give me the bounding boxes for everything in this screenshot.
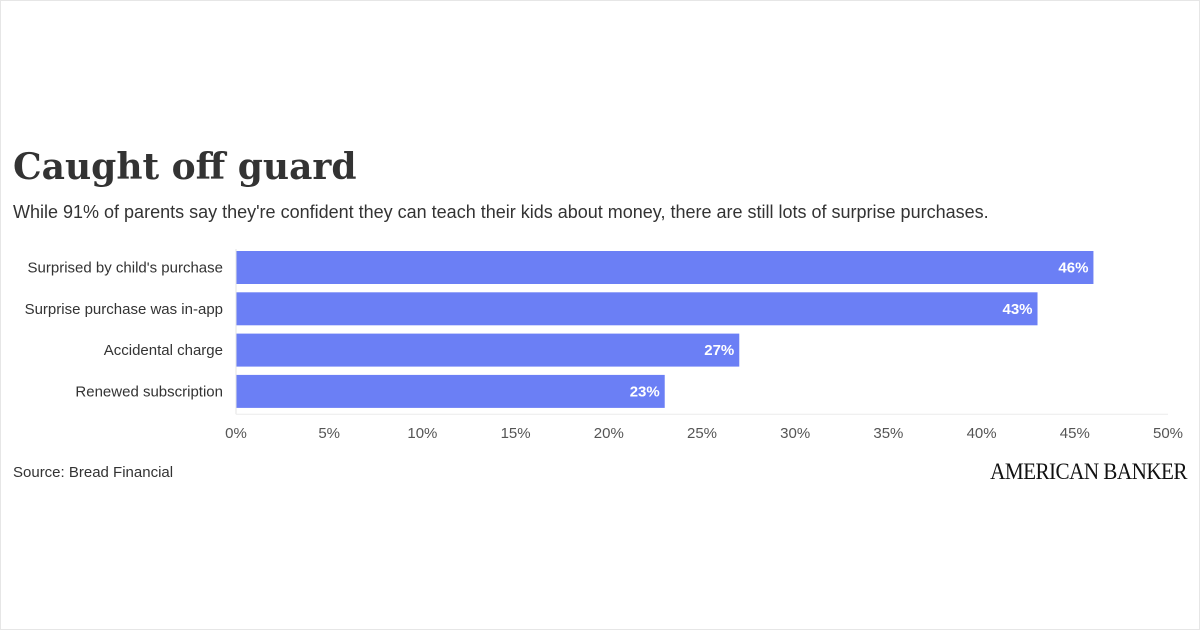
- x-tick-label: 30%: [780, 425, 810, 442]
- x-axis: 0% 5% 10% 15% 20% 25% 30% 35% 40% 45% 50%: [225, 249, 1183, 442]
- bar: [236, 292, 1038, 326]
- chart-subtitle: While 91% of parents say they're confide…: [13, 202, 989, 222]
- bars-layer: Surprised by child's purchase 46% Surprise…: [25, 251, 1094, 408]
- x-tick-label: 20%: [594, 425, 624, 442]
- data-label: 43%: [1002, 301, 1032, 318]
- bar: [236, 374, 665, 408]
- category-label: Renewed subscription: [75, 383, 223, 400]
- bar: [236, 333, 740, 367]
- chart-title: Caught off guard: [13, 146, 357, 188]
- x-tick-label: 45%: [1060, 425, 1090, 442]
- bar: [236, 251, 1094, 284]
- american-banker-logo: AMERICAN BANKER: [990, 459, 1187, 484]
- x-tick-label: 25%: [687, 425, 717, 442]
- x-tick-label: 15%: [501, 425, 531, 442]
- x-tick-label: 0%: [225, 425, 247, 442]
- x-tick-label: 10%: [407, 425, 437, 442]
- category-label: Surprised by child's purchase: [28, 260, 223, 277]
- x-tick-label: 35%: [873, 425, 903, 442]
- data-label: 27%: [704, 342, 734, 359]
- category-label: Surprise purchase was in-app: [25, 301, 223, 318]
- data-label: 46%: [1058, 260, 1088, 277]
- category-label: Accidental charge: [104, 342, 223, 359]
- x-tick-label: 5%: [318, 425, 340, 442]
- data-label: 23%: [630, 383, 660, 400]
- x-tick-label: 40%: [967, 425, 997, 442]
- x-tick-label: 50%: [1153, 425, 1183, 442]
- source-note: Source: Bread Financial: [13, 464, 174, 481]
- bar-chart: Surprised by child's purchase 46% Surprise…: [25, 249, 1183, 442]
